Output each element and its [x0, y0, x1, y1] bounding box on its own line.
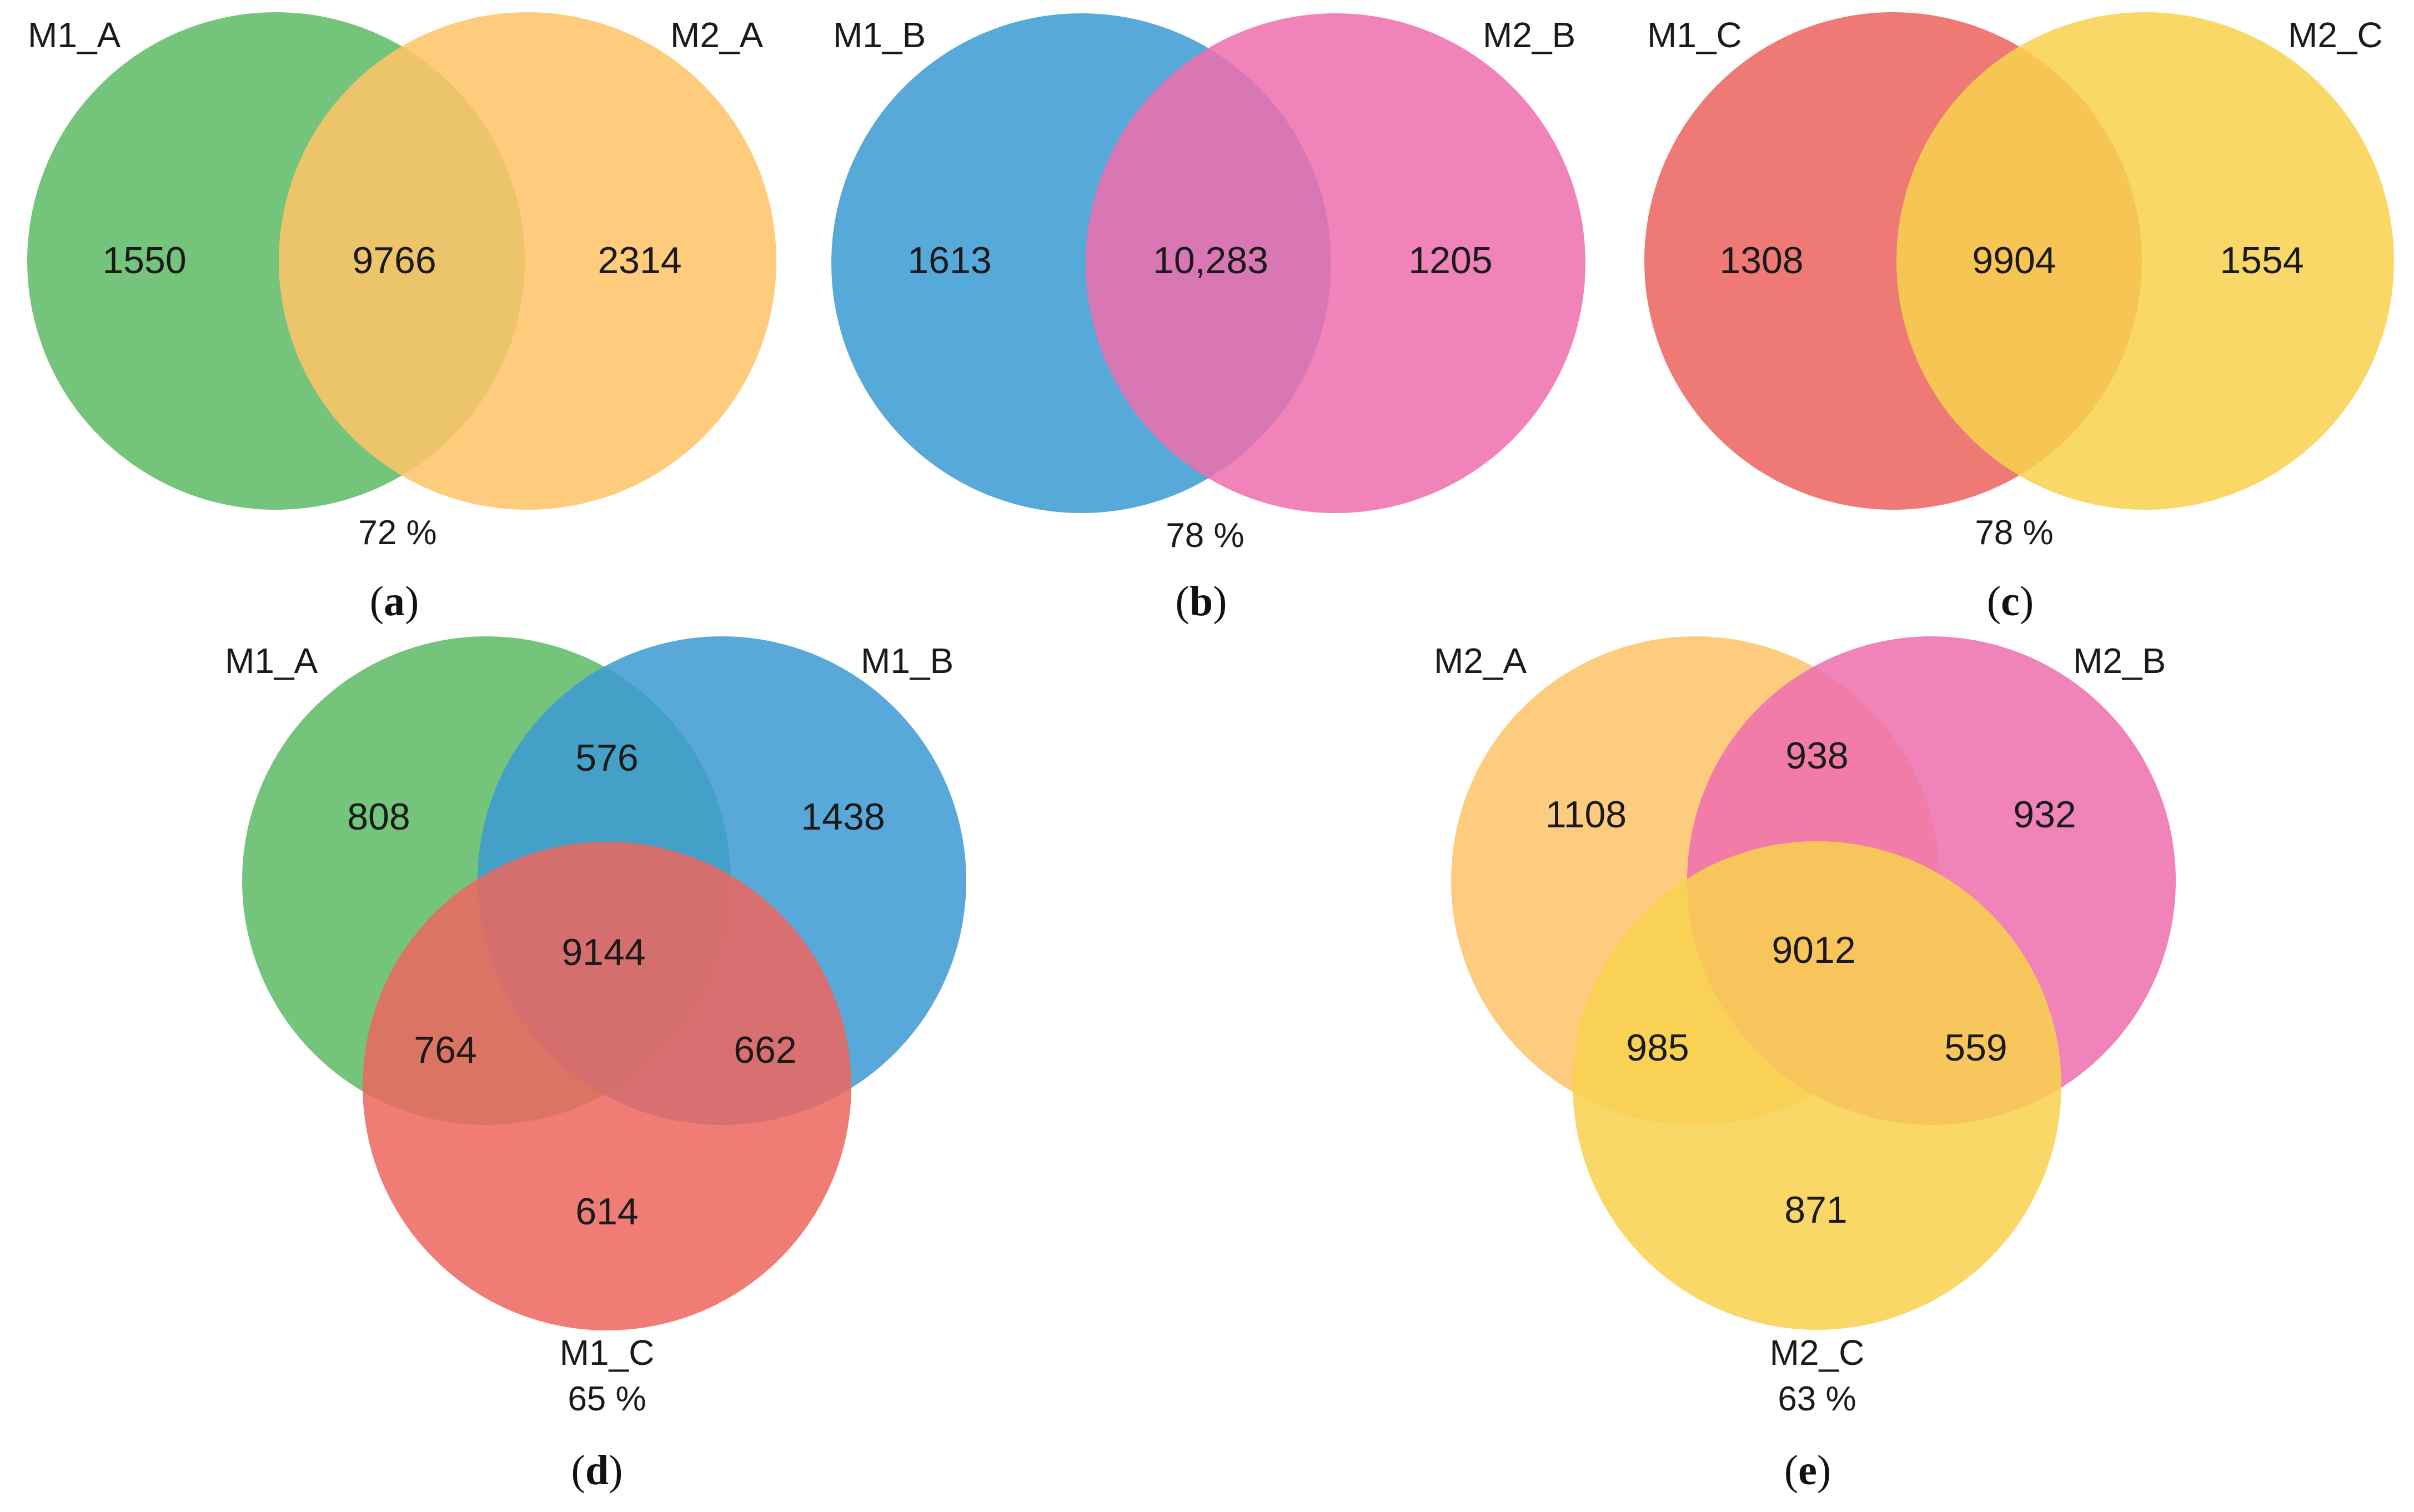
- panel-tag: (c): [1987, 578, 2034, 625]
- count-overlap: 9904: [1972, 239, 2056, 282]
- set-label-right: M2_B: [2073, 641, 2166, 681]
- count-only-bottom: 614: [575, 1190, 638, 1233]
- count-right-bottom: 662: [734, 1029, 796, 1071]
- count-only-left: 1613: [907, 239, 991, 282]
- circle-m1-c: [363, 842, 851, 1330]
- count-left-right: 576: [575, 737, 638, 779]
- panel-tag: (d): [571, 1447, 623, 1494]
- set-label-bottom: M2_C: [1770, 1333, 1865, 1373]
- count-all-three: 9144: [561, 931, 645, 973]
- venn-panel-a: M1_A M2_A 1550 9766 2314 72 % (a): [27, 12, 776, 625]
- set-label-left: M2_A: [1434, 641, 1527, 681]
- venn-panel-e: M2_A M2_B M2_C 1108 938 932 9012 985 559…: [1434, 636, 2176, 1494]
- count-left-bottom: 764: [414, 1029, 476, 1071]
- circle-m2-c: [1573, 841, 2061, 1330]
- overlap-percent: 78 %: [1975, 514, 2053, 552]
- count-only-left: 808: [347, 796, 410, 838]
- set-label-right: M2_B: [1483, 15, 1575, 55]
- venn-panel-d: M1_A M1_B M1_C 808 576 1438 9144 764 662…: [225, 636, 966, 1494]
- set-label-left: M1_A: [28, 15, 121, 55]
- overlap-percent: 63 %: [1778, 1380, 1856, 1418]
- count-only-left: 1108: [1545, 793, 1627, 836]
- count-only-right: 1205: [1408, 239, 1492, 282]
- count-only-left: 1550: [102, 239, 186, 282]
- venn-panel-b: M1_B M2_B 1613 10,283 1205 78 % (b): [831, 13, 1585, 625]
- set-label-right: M1_B: [861, 641, 953, 681]
- set-label-left: M1_C: [1647, 15, 1742, 55]
- count-overlap: 9766: [352, 239, 436, 282]
- count-only-right: 1554: [2220, 239, 2303, 282]
- set-label-right: M2_A: [670, 15, 764, 55]
- panel-tag: (b): [1176, 578, 1227, 625]
- overlap-percent: 72 %: [358, 514, 436, 552]
- count-only-right: 932: [2013, 793, 2076, 836]
- count-only-left: 1308: [1719, 239, 1803, 282]
- count-only-right: 1438: [801, 796, 885, 838]
- overlap-percent: 78 %: [1166, 516, 1244, 555]
- count-all-three: 9012: [1771, 929, 1855, 971]
- circle-m2-c: [1896, 12, 2394, 510]
- count-only-right: 2314: [598, 239, 681, 282]
- set-label-left: M1_A: [225, 641, 318, 681]
- overlap-percent: 65 %: [568, 1380, 646, 1418]
- circle-m2-a: [279, 12, 776, 510]
- venn-panel-c: M1_C M2_C 1308 9904 1554 78 % (c): [1644, 12, 2394, 625]
- panel-tag: (e): [1784, 1447, 1831, 1494]
- count-left-bottom: 985: [1626, 1027, 1689, 1069]
- count-left-right: 938: [1785, 735, 1848, 777]
- count-only-bottom: 871: [1784, 1189, 1847, 1231]
- set-label-bottom: M1_C: [560, 1333, 655, 1373]
- count-right-bottom: 559: [1944, 1027, 2007, 1069]
- circle-m2-b: [1086, 13, 1585, 513]
- set-label-right: M2_C: [2288, 15, 2383, 55]
- count-overlap: 10,283: [1153, 239, 1268, 282]
- panel-tag: (a): [370, 578, 419, 625]
- set-label-left: M1_B: [833, 15, 926, 55]
